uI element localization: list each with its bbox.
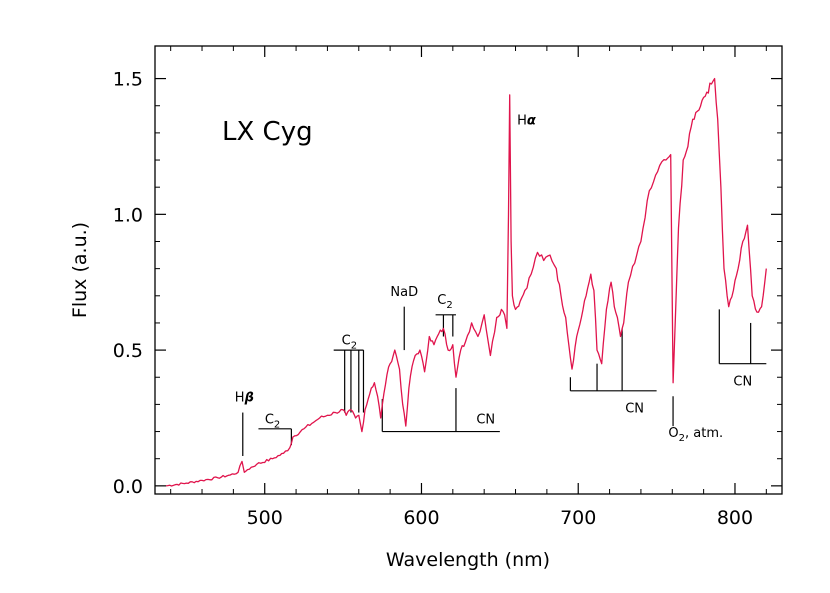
tick-labels: 500 600 700 800 0.0 0.5 1.0 1.5 bbox=[113, 69, 753, 529]
annotation-cn-b: CN bbox=[625, 402, 644, 417]
x-tick-label: 800 bbox=[717, 507, 753, 529]
x-tick-label: 700 bbox=[560, 507, 596, 529]
annotation-c2-a: C2 bbox=[265, 412, 280, 430]
line-markers bbox=[242, 306, 767, 456]
x-tick-label: 500 bbox=[247, 507, 283, 529]
plot-frame bbox=[154, 45, 783, 495]
chart-title: LX Cyg bbox=[222, 117, 313, 147]
annotation-o2: O2, atm. bbox=[668, 426, 723, 444]
annotation-halpha: Hα bbox=[517, 114, 536, 129]
x-tick-label: 600 bbox=[403, 507, 439, 529]
spectrum-line bbox=[165, 77, 767, 487]
annotation-c2-c: C2 bbox=[437, 293, 452, 311]
y-tick-label: 0.0 bbox=[113, 476, 143, 498]
y-tick-label: 1.0 bbox=[113, 204, 143, 226]
annotation-hbeta: Hβ bbox=[235, 391, 254, 406]
y-tick-label: 0.5 bbox=[113, 340, 143, 362]
y-tick-label: 1.5 bbox=[113, 69, 143, 91]
annotation-cn-a: CN bbox=[476, 412, 495, 427]
x-axis-label: Wavelength (nm) bbox=[386, 549, 550, 571]
axis-ticks bbox=[155, 46, 782, 494]
annotation-c2-b: C2 bbox=[342, 334, 357, 352]
y-axis-label: Flux (a.u.) bbox=[69, 222, 91, 318]
line-annotations: Hβ C2 C2 NaD C2 Hα CN CN O2, atm. CN bbox=[235, 114, 752, 444]
annotation-cn-c: CN bbox=[733, 374, 752, 389]
annotation-nad: NaD bbox=[390, 285, 418, 300]
